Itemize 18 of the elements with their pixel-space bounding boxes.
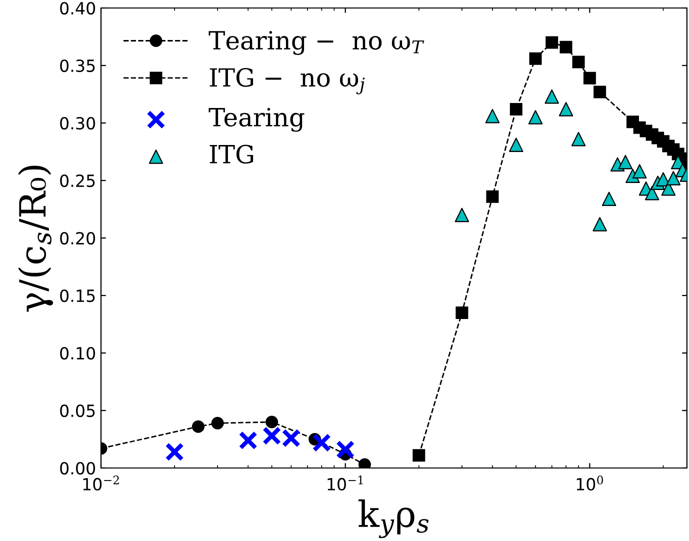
legend-label: ITG − no ω$_{j}$ (210, 68, 365, 94)
y-tick-label: 0.35 (60, 59, 95, 72)
legend-label: Tearing (208, 108, 304, 132)
legend-label: Tearing − no ω$_{T}$ (208, 30, 424, 55)
y-tick-label: 0.30 (60, 116, 96, 130)
x-tick-label: 10$^{−1}$ (328, 476, 363, 491)
x-axis-title: k$_{y}$ρ$_{s}$ (358, 499, 429, 538)
y-tick-label: 0.20 (60, 232, 96, 245)
y-tick-label: 0.05 (60, 404, 95, 418)
legend-label: ITG (210, 144, 254, 164)
y-tick-label: 0.00 (60, 462, 96, 475)
y-tick-label: 0.15 (60, 289, 95, 302)
y-tick-label: 0.40 (60, 2, 96, 15)
y-tick-label: 0.10 (60, 346, 96, 360)
x-tick-label: 10$^{−2}$ (83, 476, 119, 491)
x-tick-label: 10$^{0}$ (576, 476, 604, 491)
y-tick-label: 0.25 (60, 174, 95, 188)
y-axis-title: γ/(c$_{s}$/R₀) (18, 166, 54, 312)
